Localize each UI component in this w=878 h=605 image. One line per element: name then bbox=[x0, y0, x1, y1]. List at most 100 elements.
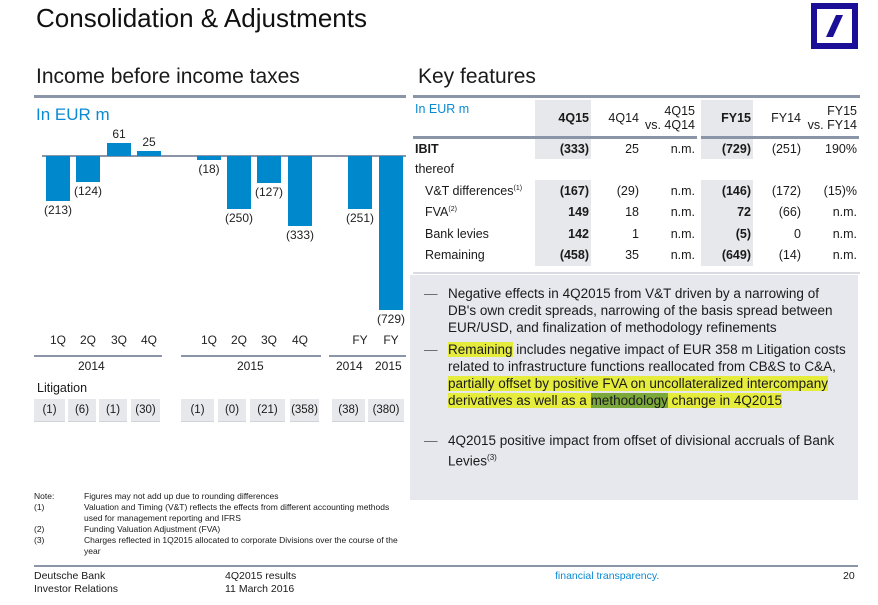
table-cell: (146) bbox=[697, 180, 753, 202]
key-features-heading: Key features bbox=[418, 65, 536, 88]
chart-unit-label: In EUR m bbox=[36, 105, 110, 124]
bullet-text: includes negative impact of EUR 358 m Li… bbox=[448, 342, 846, 374]
col-header: 4Q14 bbox=[608, 110, 639, 125]
bar bbox=[288, 156, 312, 227]
row-label-text: FVA bbox=[425, 205, 449, 220]
col-header: FY15 bbox=[721, 110, 751, 125]
x-tick-label: 3Q bbox=[260, 333, 277, 347]
table-cell: n.m. bbox=[670, 141, 695, 156]
table-cell bbox=[697, 158, 753, 180]
bullet-text: Negative effects in 4Q2015 from V&T driv… bbox=[448, 286, 833, 335]
data-label: (333) bbox=[285, 228, 314, 243]
col-header: 4Q15 bbox=[558, 110, 589, 125]
table-row: Bank levies 142 1 n.m. (5) 0 n.m. bbox=[413, 223, 859, 245]
x-tick-label: 2Q bbox=[230, 333, 247, 347]
col-fy15: FY15 bbox=[697, 100, 753, 137]
highlighted-text: methodology bbox=[590, 393, 668, 408]
table-cell: 0 bbox=[794, 226, 801, 241]
data-label: (124) bbox=[73, 184, 102, 199]
row-label: thereof bbox=[413, 159, 535, 181]
table-row: Remaining (458) 35 n.m. (649) (14) n.m. bbox=[413, 244, 859, 266]
table-cell bbox=[641, 159, 699, 181]
row-label-text: IBIT bbox=[415, 141, 439, 156]
slide-title: Consolidation & Adjustments bbox=[36, 3, 367, 33]
data-label: (18) bbox=[198, 161, 220, 176]
highlighted-text: Remaining bbox=[448, 342, 513, 357]
table-row: V&T differences(1) (167) (29) n.m. (146) (172… bbox=[413, 180, 859, 202]
row-label-text: Remaining bbox=[425, 248, 485, 263]
bar bbox=[257, 156, 281, 183]
table-cell: n.m. bbox=[670, 248, 695, 263]
zero-axis bbox=[42, 155, 406, 157]
ibit-bar-chart: (213) 1Q (124) 2Q 61 3Q 25 4Q (18) 1Q (250) 2Q (127)… bbox=[0, 0, 420, 440]
table-cell bbox=[753, 159, 803, 181]
table-cell: 72 bbox=[697, 201, 753, 223]
footnote: (3) Charges reflected in 1Q2015 allocated… bbox=[34, 535, 414, 557]
bullet-vt: — Negative effects in 4Q2015 from V&T dr… bbox=[418, 285, 848, 336]
year-label: 2015 bbox=[375, 359, 402, 373]
x-tick-label: 1Q bbox=[200, 333, 217, 347]
bar bbox=[76, 156, 100, 183]
footnote-text: Figures may not add up due to rounding d… bbox=[84, 491, 279, 501]
table-cell: (458) bbox=[535, 244, 591, 266]
report-date: 11 March 2016 bbox=[225, 583, 295, 595]
table-cell: (29) bbox=[616, 183, 639, 198]
x-tick-label: 2Q bbox=[79, 333, 96, 347]
row-label-text: V&T differences bbox=[425, 183, 514, 198]
bar bbox=[107, 143, 131, 156]
footnote-key: (3) bbox=[34, 535, 45, 545]
bar bbox=[227, 156, 251, 209]
col-header: vs. FY14 bbox=[807, 117, 857, 132]
col-header: vs. 4Q14 bbox=[644, 117, 695, 132]
row-label-text: Bank levies bbox=[425, 226, 489, 241]
footer-tagline: financial transparency. bbox=[555, 570, 660, 582]
table-cell: 25 bbox=[625, 141, 639, 156]
table-cell: 1 bbox=[632, 226, 639, 241]
table-cell: 35 bbox=[625, 248, 639, 263]
highlighted-text: change in 4Q2015 bbox=[667, 393, 782, 408]
x-tick-label: 3Q bbox=[110, 333, 127, 347]
table-cell: n.m. bbox=[670, 183, 695, 198]
x-tick-label: 1Q bbox=[49, 333, 66, 347]
row-label: V&T differences(1) bbox=[413, 180, 535, 202]
footnote: Note: Figures may not add up due to round… bbox=[34, 491, 414, 502]
col-4q15: 4Q15 bbox=[535, 100, 591, 137]
row-label: FVA(2) bbox=[413, 202, 535, 224]
col-fy14: FY14 bbox=[753, 100, 803, 137]
footer-report: 4Q2015 results 11 March 2016 bbox=[225, 570, 296, 596]
litigation-label: Litigation bbox=[37, 381, 88, 395]
col-header: FY15 bbox=[827, 103, 857, 118]
footnote-ref: (3) bbox=[487, 453, 497, 462]
bullet-bank-levies: — 4Q2015 positive impact from offset of … bbox=[418, 432, 848, 470]
table-cell: n.m. bbox=[832, 205, 857, 220]
dash-icon: — bbox=[424, 433, 438, 448]
litigation-value: (1) bbox=[99, 399, 127, 422]
bar bbox=[197, 156, 221, 160]
table-cell: (649) bbox=[697, 244, 753, 266]
footnote-ref: (1) bbox=[513, 184, 523, 192]
table-cell bbox=[535, 159, 591, 181]
bar bbox=[379, 156, 403, 310]
litigation-value: (380) bbox=[368, 399, 404, 422]
table-cell: (729) bbox=[697, 137, 753, 159]
commentary-box: — Negative effects in 4Q2015 from V&T dr… bbox=[410, 275, 858, 500]
footnote-key: Note: bbox=[34, 491, 55, 501]
table-row: FVA(2) 149 18 n.m. 72 (66) n.m. bbox=[413, 201, 859, 224]
row-label: IBIT bbox=[413, 137, 535, 159]
table-cell bbox=[591, 159, 641, 181]
litigation-value: (358) bbox=[290, 399, 319, 422]
footer-company: Deutsche Bank Investor Relations bbox=[34, 570, 118, 596]
col-4q-change: 4Q15 vs. 4Q14 bbox=[641, 100, 699, 137]
footnote-key: (1) bbox=[34, 502, 45, 512]
col-header: FY14 bbox=[771, 110, 801, 125]
bar bbox=[137, 150, 161, 156]
row-label-text: thereof bbox=[415, 162, 454, 177]
data-label: (127) bbox=[254, 184, 283, 199]
col-4q14: 4Q14 bbox=[591, 100, 641, 137]
footnote: (2) Funding Valuation Adjustment (FVA) bbox=[34, 524, 414, 535]
group-line-fy bbox=[329, 355, 406, 357]
bar bbox=[46, 156, 70, 201]
footnote-key: (2) bbox=[34, 524, 45, 534]
table-cell: 190% bbox=[825, 141, 857, 156]
year-label: 2015 bbox=[237, 359, 264, 373]
